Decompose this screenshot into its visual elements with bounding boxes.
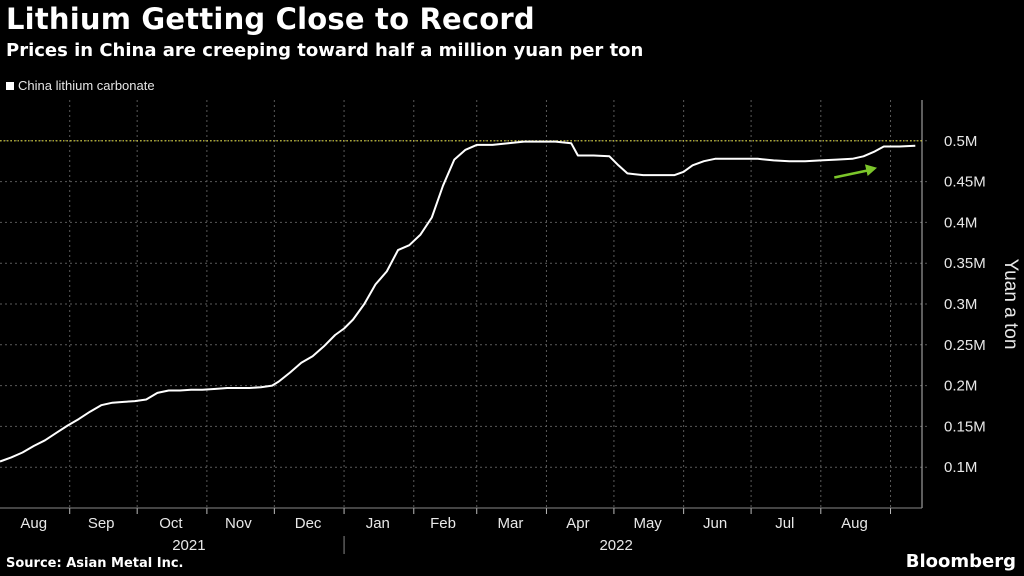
x-tick-label: Aug: [20, 515, 47, 532]
chart-subtitle: Prices in China are creeping toward half…: [6, 40, 644, 61]
year-label: 2022: [599, 537, 632, 554]
y-tick-label: 0.45M: [944, 174, 986, 191]
legend-swatch: [6, 81, 14, 90]
year-label: 2021: [172, 537, 205, 554]
bloomberg-logo: Bloomberg: [905, 551, 1016, 572]
x-tick-label: Dec: [295, 515, 322, 532]
legend: China lithium carbonate: [6, 78, 155, 93]
source-note: Source: Asian Metal Inc.: [6, 556, 184, 571]
series-line: [0, 140, 916, 463]
y-tick-label: 0.1M: [944, 459, 977, 476]
x-tick-label: Oct: [159, 515, 183, 532]
x-tick-label: May: [633, 515, 662, 532]
x-tick-label: Jun: [703, 515, 727, 532]
y-axis-label: Yuan a ton: [1000, 259, 1021, 350]
x-tick-label: Sep: [88, 515, 115, 532]
y-tick-label: 0.35M: [944, 255, 986, 272]
x-tick-label: Jul: [775, 515, 794, 532]
chart-title: Lithium Getting Close to Record: [6, 2, 535, 36]
x-tick-label: Jan: [366, 515, 390, 532]
legend-label: China lithium carbonate: [18, 78, 155, 93]
x-tick-label: Apr: [566, 515, 589, 532]
y-tick-label: 0.25M: [944, 337, 986, 354]
y-tick-label: 0.15M: [944, 418, 986, 435]
y-tick-label: 0.5M: [944, 133, 977, 150]
x-tick-label: Mar: [498, 515, 524, 532]
annotation-arrow-head: [864, 164, 878, 177]
annotation-arrow-shaft: [834, 168, 872, 179]
y-tick-label: 0.3M: [944, 296, 977, 313]
x-tick-label: Feb: [430, 515, 456, 532]
y-tick-label: 0.4M: [944, 214, 977, 231]
x-tick-label: Nov: [225, 515, 252, 532]
y-tick-label: 0.2M: [944, 378, 977, 395]
x-tick-label: Aug: [841, 515, 868, 532]
